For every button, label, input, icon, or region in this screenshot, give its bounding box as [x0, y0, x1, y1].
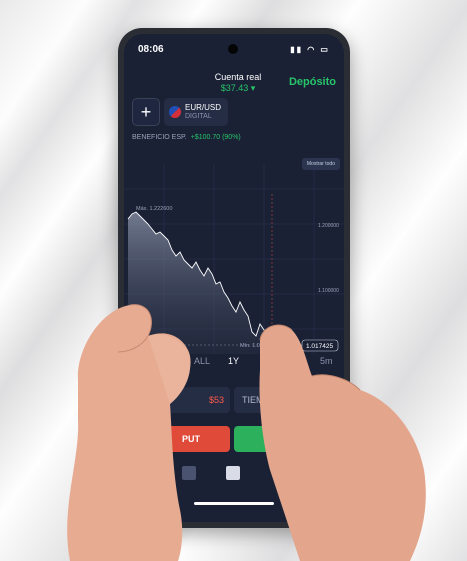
- chart-trend-icon[interactable]: [226, 466, 240, 480]
- price-chart[interactable]: Máx. 1.222600 Mín. 1.0044 1.200000 1.100…: [124, 164, 344, 354]
- add-asset-button[interactable]: +: [132, 98, 160, 126]
- eu-us-flag-icon: [169, 106, 181, 118]
- account-label: Cuenta real: [214, 72, 262, 82]
- period-1y[interactable]: 1Y: [228, 356, 240, 366]
- expected-profit: BENEFICIO ESP. +$100.70 (90%): [132, 134, 241, 141]
- asset-type: DIGITAL: [185, 113, 212, 120]
- camera-icon: [228, 44, 238, 54]
- chart-min-label: Mín. 1.0044: [240, 343, 269, 349]
- y-tick: 1.100000: [318, 288, 339, 294]
- current-price-tag: [301, 339, 339, 352]
- expected-profit-value: +$100.70 (90%): [190, 134, 241, 141]
- list-icon[interactable]: [182, 466, 196, 480]
- bottom-nav: [124, 459, 344, 489]
- trade-time-label: TIEMPO: [242, 395, 277, 405]
- status-bar: 08:06 ▮▮ ◠ ▭: [138, 44, 330, 56]
- account-selector[interactable]: Cuenta real $37.43 ▾: [194, 72, 282, 94]
- status-icons: ▮▮ ◠ ▭: [290, 45, 330, 54]
- asset-name: EUR/USD: [185, 103, 222, 112]
- chart-max-label: Máx. 1.222600: [136, 206, 172, 212]
- deposit-button[interactable]: Depósito: [288, 76, 336, 88]
- period-5m[interactable]: 5m: [320, 356, 333, 366]
- price-area: [128, 212, 274, 354]
- current-price-label: 1.017425: [306, 343, 333, 350]
- home-indicator: [194, 502, 274, 505]
- right-hand: [259, 324, 426, 561]
- period-all[interactable]: ALL: [194, 356, 211, 366]
- status-time: 08:06: [138, 44, 164, 55]
- show-all-button[interactable]: Mostrar todo: [301, 158, 340, 170]
- asset-selector[interactable]: EUR/USD DIGITAL: [164, 98, 228, 126]
- left-hand: [67, 304, 191, 561]
- trade-amount-value: $53: [208, 395, 224, 405]
- account-balance: $37.43 ▾: [220, 83, 256, 93]
- price-line: [127, 211, 275, 339]
- y-tick: 1.200000: [318, 223, 339, 229]
- expected-profit-label: BENEFICIO ESP.: [132, 134, 187, 141]
